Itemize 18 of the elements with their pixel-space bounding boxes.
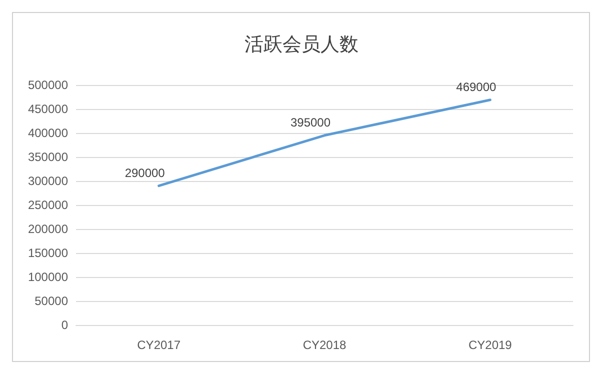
data-label: 290000 bbox=[124, 166, 166, 180]
y-tick-label: 500000 bbox=[28, 78, 68, 92]
y-tick-label: 400000 bbox=[28, 126, 68, 140]
y-tick-label: 150000 bbox=[28, 246, 68, 260]
data-label: 395000 bbox=[290, 115, 331, 130]
chart-title: 活跃会员人数 bbox=[244, 34, 358, 56]
y-tick-label: 350000 bbox=[28, 150, 68, 164]
y-tick-label: 200000 bbox=[28, 222, 68, 236]
y-tick-label: 300000 bbox=[28, 174, 68, 188]
y-tick-label: 450000 bbox=[28, 102, 68, 116]
y-tick-label: 250000 bbox=[28, 198, 68, 212]
x-tick-label: CY2017 bbox=[137, 338, 181, 352]
data-label: 469000 bbox=[456, 80, 497, 94]
y-tick-label: 50000 bbox=[34, 294, 68, 308]
y-tick-label: 0 bbox=[61, 318, 68, 332]
y-tick-label: 100000 bbox=[28, 270, 68, 284]
x-tick-label: CY2019 bbox=[468, 338, 512, 352]
x-tick-label: CY2018 bbox=[302, 338, 347, 352]
